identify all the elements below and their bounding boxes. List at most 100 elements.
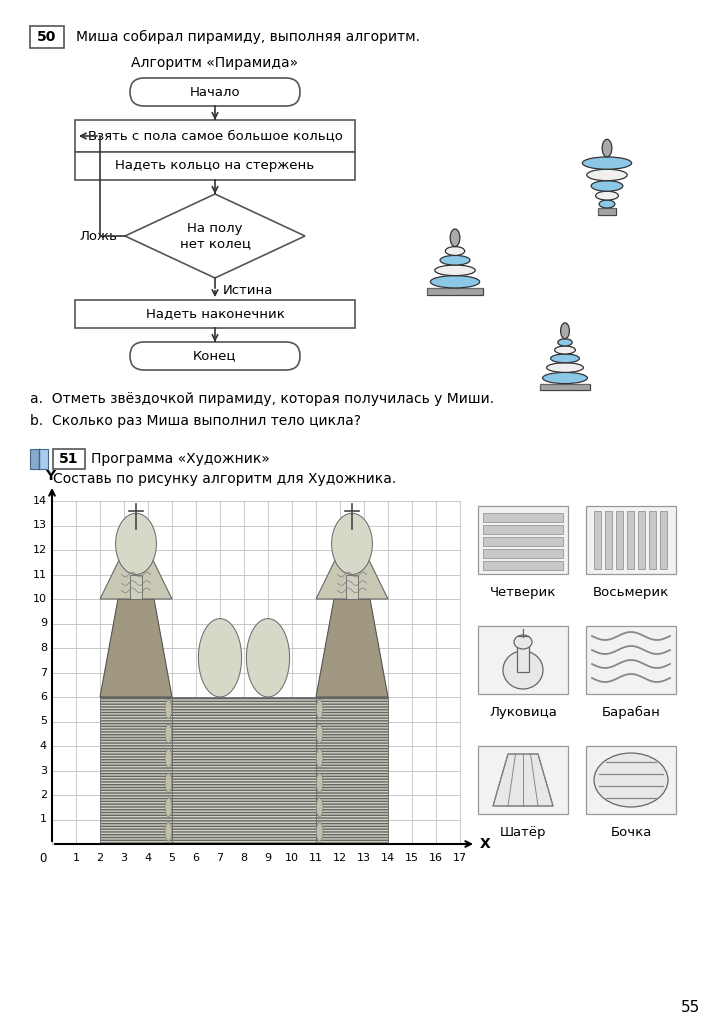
Ellipse shape [316,822,323,842]
Ellipse shape [332,513,372,574]
Ellipse shape [555,346,576,354]
Text: 13: 13 [33,520,47,530]
Ellipse shape [316,798,323,817]
Text: 16: 16 [429,853,443,863]
Text: 6: 6 [40,692,47,702]
Text: Надеть кольцо на стержень: Надеть кольцо на стержень [115,160,314,172]
Bar [627,511,634,569]
Ellipse shape [551,354,579,362]
Text: Луковица: Луковица [489,706,557,719]
Text: 4: 4 [145,853,152,863]
Ellipse shape [543,373,587,384]
Bar [638,511,645,569]
Text: 9: 9 [264,853,271,863]
Ellipse shape [165,724,172,743]
Text: 1: 1 [72,853,79,863]
Text: 2: 2 [40,790,47,800]
Ellipse shape [582,157,632,169]
Text: Барабан: Барабан [601,706,660,719]
Bar [586,506,676,574]
Polygon shape [493,754,553,806]
Ellipse shape [561,323,569,339]
Ellipse shape [586,169,627,180]
Text: 14: 14 [33,496,47,506]
Bar [605,511,612,569]
Text: 6: 6 [193,853,200,863]
Text: 10: 10 [33,594,47,604]
FancyBboxPatch shape [130,78,300,106]
Ellipse shape [165,699,172,719]
Text: Конец: Конец [193,349,237,362]
Bar [130,574,142,599]
Bar [75,152,355,180]
Text: 3: 3 [40,766,47,775]
Text: b.  Сколько раз Миша выполнил тело цикла?: b. Сколько раз Миша выполнил тело цикла? [30,414,361,428]
Text: Истина: Истина [223,284,274,297]
Ellipse shape [316,749,323,768]
Bar [517,646,529,672]
Bar [316,697,388,844]
Bar [483,537,563,546]
Bar [75,120,355,152]
Text: X: X [480,837,490,851]
Bar [75,300,355,328]
Bar [478,626,568,694]
Text: 5: 5 [168,853,175,863]
Bar [478,506,568,574]
Text: 14: 14 [381,853,395,863]
Ellipse shape [514,635,532,649]
Ellipse shape [591,180,623,191]
Ellipse shape [316,724,323,743]
Bar [598,208,616,215]
Text: На полу
нет колец: На полу нет колец [180,222,251,250]
Bar [39,449,48,469]
Ellipse shape [445,247,465,255]
Text: 51: 51 [59,452,79,466]
Text: Четверик: Четверик [490,586,556,599]
Bar [100,697,172,844]
Text: 2: 2 [97,853,104,863]
Bar [483,561,563,570]
Text: 17: 17 [453,853,467,863]
Polygon shape [100,525,172,599]
Ellipse shape [450,229,460,247]
Bar [483,549,563,558]
Ellipse shape [165,798,172,817]
Text: 3: 3 [120,853,127,863]
Ellipse shape [430,275,480,288]
Ellipse shape [558,339,572,346]
Text: Миша собирал пирамиду, выполняя алгоритм.: Миша собирал пирамиду, выполняя алгоритм… [76,30,420,44]
Text: Шатёр: Шатёр [500,826,546,839]
Text: 15: 15 [405,853,419,863]
Text: Алгоритм «Пирамида»: Алгоритм «Пирамида» [132,56,299,70]
Text: 5: 5 [40,717,47,726]
Text: a.  Отметь звёздочкой пирамиду, которая получилась у Миши.: a. Отметь звёздочкой пирамиду, которая п… [30,392,494,406]
Ellipse shape [596,191,619,200]
Text: 12: 12 [33,545,47,555]
Text: 11: 11 [309,853,323,863]
Ellipse shape [435,265,475,275]
Bar [649,511,656,569]
Bar [172,697,316,844]
Bar [586,626,676,694]
Polygon shape [316,599,388,697]
Text: 7: 7 [216,853,223,863]
FancyBboxPatch shape [130,342,300,370]
Ellipse shape [165,773,172,793]
Bar [483,513,563,522]
Text: Бочка: Бочка [610,826,652,839]
Text: Составь по рисунку алгоритм для Художника.: Составь по рисунку алгоритм для Художник… [53,472,396,486]
Bar [616,511,623,569]
Ellipse shape [599,200,615,208]
Ellipse shape [440,255,470,265]
Bar [427,288,483,295]
Ellipse shape [546,362,584,373]
Bar [346,574,358,599]
Polygon shape [198,618,241,697]
Ellipse shape [165,749,172,768]
Text: 8: 8 [40,643,47,653]
Text: Восьмерик: Восьмерик [593,586,669,599]
Ellipse shape [316,699,323,719]
Bar [30,449,39,469]
Text: 9: 9 [40,618,47,629]
